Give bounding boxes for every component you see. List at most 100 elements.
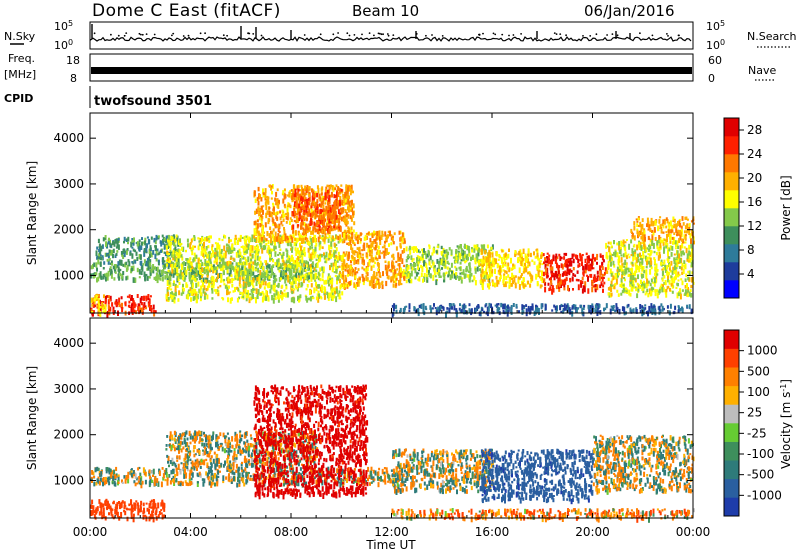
- echo-cell: [294, 247, 297, 251]
- echo-cell: [336, 260, 339, 263]
- echo-cell: [212, 253, 215, 258]
- echo-cell: [304, 185, 307, 189]
- nsearch-point: [182, 35, 185, 37]
- echo-cell: [649, 245, 652, 250]
- echo-cell: [548, 261, 550, 264]
- echo-cell: [625, 239, 628, 241]
- echo-cell: [305, 288, 308, 291]
- echo-cell: [610, 287, 613, 292]
- echo-cell: [377, 236, 380, 240]
- echo-cell: [305, 192, 308, 196]
- echo-cell: [237, 250, 239, 253]
- echo-cell: [662, 267, 665, 271]
- echo-cell: [162, 269, 165, 273]
- echo-cell: [247, 269, 250, 274]
- echo-cell: [258, 257, 261, 262]
- echo-cell: [268, 211, 271, 218]
- echo-cell: [286, 265, 289, 268]
- nsearch-point: [392, 34, 395, 36]
- echo-cell: [407, 264, 410, 270]
- echo-cell: [312, 226, 315, 230]
- echo-cell: [344, 191, 347, 196]
- echo-cell: [252, 288, 254, 292]
- echo-cell: [245, 239, 247, 244]
- echo-cell: [199, 294, 202, 299]
- echo-cell: [321, 235, 324, 239]
- echo-cell: [376, 280, 379, 284]
- echo-cell: [337, 217, 340, 221]
- echo-cell: [244, 245, 246, 251]
- echo-cell: [354, 284, 357, 290]
- echo-cell: [459, 254, 462, 260]
- echo-cell: [176, 277, 179, 283]
- echo-cell: [622, 239, 625, 245]
- echo-cell: [322, 266, 325, 272]
- echo-cell: [374, 275, 377, 280]
- echo-cell: [377, 268, 380, 271]
- echo-cell: [190, 247, 193, 251]
- echo-cell: [323, 241, 326, 245]
- echo-cell: [491, 252, 494, 258]
- echo-cell: [207, 265, 210, 271]
- echo-cell: [665, 291, 668, 298]
- echo-cell: [306, 211, 309, 217]
- echo-cell: [206, 265, 209, 269]
- echo-cell: [286, 252, 289, 258]
- echo-cell: [170, 235, 173, 242]
- echo-cell: [247, 245, 250, 251]
- echo-cell: [330, 191, 333, 194]
- echo-cell: [407, 279, 410, 282]
- echo-cell: [259, 284, 262, 288]
- echo-cell: [302, 276, 305, 280]
- echo-cell: [202, 247, 205, 250]
- echo-cell: [298, 279, 301, 283]
- echo-cell: [670, 283, 673, 287]
- echo-cell: [462, 257, 465, 262]
- echo-cell: [272, 280, 275, 286]
- echo-cell: [274, 197, 277, 202]
- echo-cell: [346, 220, 349, 225]
- echo-cell: [303, 251, 306, 256]
- echo-cell: [115, 238, 118, 242]
- echo-cell: [459, 275, 462, 280]
- echo-cell: [380, 234, 383, 240]
- echo-cell: [662, 224, 665, 229]
- echo-cell: [678, 233, 681, 236]
- echo-cell: [546, 263, 549, 267]
- echo-cell: [157, 274, 160, 280]
- echo-cell: [189, 257, 192, 260]
- date-title: 06/Jan/2016: [584, 2, 675, 20]
- echo-cell: [399, 242, 402, 248]
- echo-cell: [169, 245, 172, 251]
- echo-cell: [539, 262, 542, 265]
- echo-cell: [335, 235, 338, 240]
- echo-cell: [222, 257, 225, 264]
- echo-cell: [524, 262, 526, 268]
- echo-cell: [263, 235, 265, 239]
- echo-cell: [385, 238, 388, 241]
- echo-cell: [193, 273, 196, 278]
- echo-cell: [666, 219, 669, 224]
- echo-cell: [278, 277, 281, 282]
- echo-cell: [186, 238, 189, 243]
- echo-cell: [302, 237, 305, 244]
- echo-cell: [220, 264, 223, 268]
- echo-cell: [392, 280, 395, 283]
- echo-cell: [654, 237, 657, 241]
- echo-cell: [405, 264, 408, 271]
- echo-cell: [144, 240, 147, 246]
- nsearch-point: [606, 34, 608, 36]
- echo-cell: [174, 244, 177, 248]
- echo-cell: [662, 241, 665, 246]
- echo-cell: [295, 220, 298, 224]
- echo-cell: [407, 254, 410, 257]
- echo-cell: [420, 264, 423, 269]
- echo-cell: [308, 186, 311, 190]
- echo-cell: [143, 295, 145, 301]
- echo-cell: [342, 260, 345, 267]
- echo-cell: [336, 278, 338, 285]
- echo-cell: [93, 299, 96, 305]
- echo-cell: [101, 301, 104, 308]
- echo-cell: [139, 297, 142, 304]
- echo-cell: [237, 271, 240, 277]
